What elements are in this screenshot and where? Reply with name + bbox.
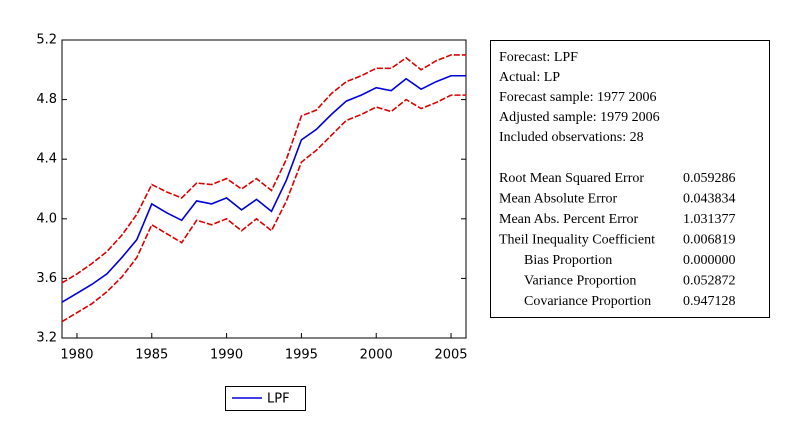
- stats-label: Covariance Proportion: [524, 294, 651, 309]
- stats-header-line: Actual: LP: [499, 70, 560, 85]
- stats-value: 0.043834: [683, 192, 736, 207]
- y-tick-label: 3.6: [36, 271, 57, 286]
- y-tick-label: 4.8: [36, 92, 57, 107]
- stats-header-line: Included observations: 28: [499, 130, 644, 145]
- stats-value: 0.947128: [683, 294, 736, 309]
- stats-value: 0.052872: [683, 274, 736, 289]
- stats-label: Variance Proportion: [524, 274, 636, 289]
- stats-label: Mean Absolute Error: [499, 192, 618, 207]
- stats-value: 0.059286: [683, 171, 736, 186]
- x-tick-label: 2000: [360, 348, 393, 363]
- stats-value: 0.000000: [683, 253, 736, 268]
- stats-header-line: Adjusted sample: 1979 2006: [499, 110, 660, 125]
- band-line: [61, 54, 466, 284]
- stats-header-line: Forecast: LPF: [499, 50, 578, 65]
- y-tick-label: 3.2: [36, 331, 57, 346]
- stats-value: 1.031377: [683, 212, 736, 227]
- stats-label: Bias Proportion: [524, 253, 612, 268]
- plot-frame: [61, 39, 467, 339]
- y-tick-label: 4.4: [36, 152, 57, 167]
- stats-box: [490, 40, 770, 318]
- x-tick-label: 1995: [285, 348, 318, 363]
- stats-label: Theil Inequality Coefficient: [499, 233, 655, 248]
- x-tick-label: 2005: [434, 348, 467, 363]
- x-tick-label: 1980: [60, 348, 93, 363]
- band-line: [61, 94, 466, 323]
- y-tick-label: 5.2: [36, 33, 57, 48]
- x-tick-label: 1990: [210, 348, 243, 363]
- stats-label: Root Mean Squared Error: [499, 171, 644, 186]
- forecast-line: [61, 74, 466, 303]
- stats-header-line: Forecast sample: 1977 2006: [499, 90, 656, 105]
- x-tick-label: 1985: [135, 348, 168, 363]
- y-tick-label: 4.0: [36, 211, 57, 226]
- legend-label: LPF: [267, 392, 290, 407]
- stats-value: 0.006819: [683, 233, 736, 248]
- stats-label: Mean Abs. Percent Error: [499, 212, 639, 227]
